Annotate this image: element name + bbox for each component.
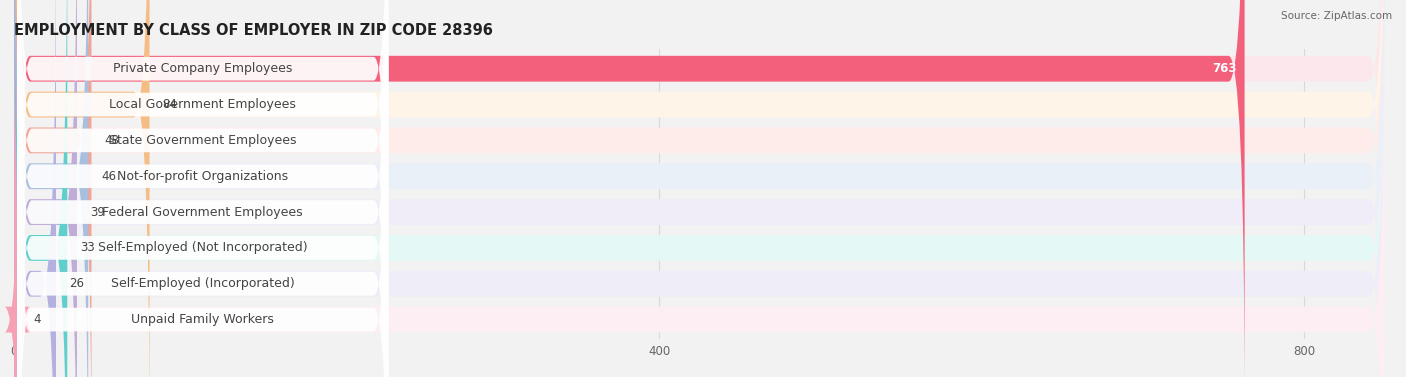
FancyBboxPatch shape — [14, 0, 1385, 377]
Text: Local Government Employees: Local Government Employees — [110, 98, 297, 111]
FancyBboxPatch shape — [14, 0, 56, 377]
Text: 84: 84 — [163, 98, 177, 111]
FancyBboxPatch shape — [17, 0, 388, 377]
Text: State Government Employees: State Government Employees — [110, 134, 297, 147]
FancyBboxPatch shape — [14, 0, 67, 377]
Text: 763: 763 — [1212, 62, 1236, 75]
Text: 48: 48 — [104, 134, 120, 147]
Text: Self-Employed (Not Incorporated): Self-Employed (Not Incorporated) — [98, 241, 308, 254]
Text: Self-Employed (Incorporated): Self-Employed (Incorporated) — [111, 277, 295, 290]
Text: 39: 39 — [90, 205, 104, 219]
Text: 46: 46 — [101, 170, 117, 183]
Text: Private Company Employees: Private Company Employees — [112, 62, 292, 75]
FancyBboxPatch shape — [14, 0, 91, 377]
FancyBboxPatch shape — [14, 0, 89, 377]
Text: 33: 33 — [80, 241, 96, 254]
FancyBboxPatch shape — [17, 0, 388, 377]
FancyBboxPatch shape — [14, 0, 1385, 377]
Text: 4: 4 — [34, 313, 41, 326]
FancyBboxPatch shape — [17, 0, 388, 377]
FancyBboxPatch shape — [14, 0, 1385, 377]
FancyBboxPatch shape — [17, 9, 388, 377]
FancyBboxPatch shape — [14, 0, 1385, 377]
Text: Federal Government Employees: Federal Government Employees — [103, 205, 304, 219]
Text: EMPLOYMENT BY CLASS OF EMPLOYER IN ZIP CODE 28396: EMPLOYMENT BY CLASS OF EMPLOYER IN ZIP C… — [14, 23, 494, 38]
FancyBboxPatch shape — [17, 0, 388, 377]
FancyBboxPatch shape — [17, 0, 388, 377]
Text: Source: ZipAtlas.com: Source: ZipAtlas.com — [1281, 11, 1392, 21]
Text: Not-for-profit Organizations: Not-for-profit Organizations — [117, 170, 288, 183]
FancyBboxPatch shape — [14, 0, 1385, 377]
FancyBboxPatch shape — [14, 0, 1385, 377]
FancyBboxPatch shape — [17, 0, 388, 377]
FancyBboxPatch shape — [4, 0, 30, 377]
Text: Unpaid Family Workers: Unpaid Family Workers — [131, 313, 274, 326]
FancyBboxPatch shape — [14, 0, 77, 377]
FancyBboxPatch shape — [14, 0, 1385, 377]
FancyBboxPatch shape — [14, 0, 1385, 377]
FancyBboxPatch shape — [14, 0, 149, 377]
Text: 26: 26 — [69, 277, 84, 290]
FancyBboxPatch shape — [14, 0, 1244, 377]
FancyBboxPatch shape — [17, 0, 388, 377]
